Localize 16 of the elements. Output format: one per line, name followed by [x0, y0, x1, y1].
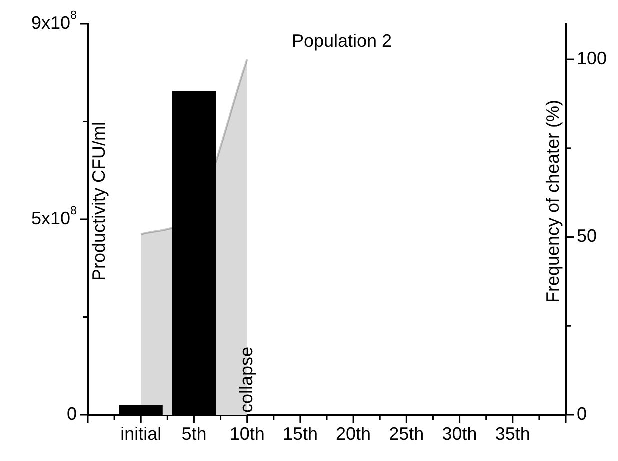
y2-tick-label: 50	[577, 226, 598, 246]
x-tick-label: 25th	[389, 424, 424, 444]
x-tick-label: initial	[120, 424, 162, 444]
y2-tick-label: 0	[577, 404, 588, 424]
y2-tick-label: 100	[577, 48, 608, 69]
x-tick-label: 35th	[495, 424, 530, 444]
y-tick-label: 0	[66, 404, 78, 424]
x-tick-label: 15th	[282, 424, 318, 444]
x-tick-label: 10th	[230, 424, 265, 444]
annotation: collapse	[236, 346, 256, 413]
y2-axis-title: Frequency of cheater (%)	[542, 100, 563, 304]
chart-title: Population 2	[292, 30, 392, 51]
x-tick-label: 5th	[182, 424, 207, 444]
x-tick-label: 20th	[336, 424, 372, 444]
y-axis-title: Productivity CFU/ml	[88, 122, 109, 282]
x-tick-label: 30th	[442, 424, 478, 444]
